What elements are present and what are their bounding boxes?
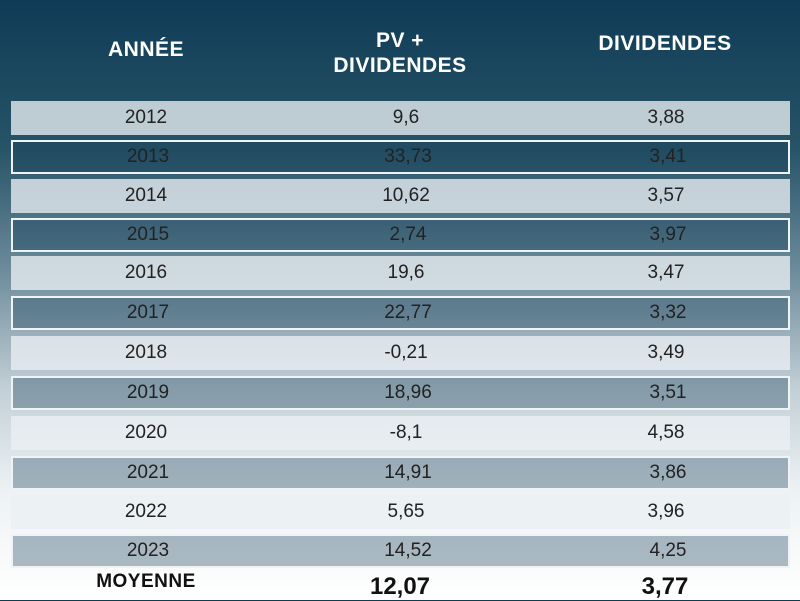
pv-dividends-cell: 19,6 [387,262,425,283]
header-year: ANNÉE [107,38,184,61]
pv-dividends-cell: 9,6 [392,107,420,128]
pv-dividends-cell: 18,96 [384,382,432,403]
table-row: 2016 19,6 3,47 [11,256,790,290]
dividends-cell: 3,97 [649,224,687,245]
header-pv-line1: PV + [375,29,425,52]
average-row: MOYENNE 12,07 3,77 [0,568,800,600]
dividends-cell: 3,57 [647,185,685,206]
header-pv-line2: DIVIDENDES [333,54,467,77]
average-pv-value: 12,07 [369,573,431,600]
year-cell: 2013 [126,146,170,167]
table-row: 2012 9,6 3,88 [11,101,790,135]
pv-dividends-cell: -0,21 [384,342,428,363]
year-cell: 2015 [126,224,170,245]
header-pv-dividends: PV + DIVIDENDES [300,28,500,78]
year-cell: 2012 [124,107,168,128]
year-cell: 2014 [124,185,168,206]
table-row: 2023 14,52 4,25 [11,534,790,568]
table-row: 2020 -8,1 4,58 [11,416,790,450]
table-row: 2018 -0,21 3,49 [11,336,790,370]
year-cell: 2018 [124,342,168,363]
table-row: 2021 14,91 3,86 [11,456,790,490]
pv-dividends-cell: 10,62 [382,185,430,206]
pv-dividends-cell: 33,73 [384,146,432,167]
dividends-cell: 3,88 [647,107,685,128]
table-row: 2022 5,65 3,96 [11,495,790,529]
header-dividends: DIVIDENDES [598,32,732,55]
dividends-cell: 4,25 [649,540,687,561]
year-cell: 2021 [126,462,170,483]
dividends-cell: 3,96 [647,501,685,522]
average-dividends-value: 3,77 [641,573,689,600]
average-label: MOYENNE [96,571,196,592]
year-cell: 2019 [126,382,170,403]
dividends-cell: 3,51 [649,382,687,403]
pv-dividends-cell: 14,91 [384,462,432,483]
pv-dividends-cell: 22,77 [384,302,432,323]
table-row: 2017 22,77 3,32 [11,296,790,330]
table-row: 2013 33,73 3,41 [11,140,790,174]
dividends-cell: 3,41 [649,146,687,167]
pv-dividends-cell: 5,65 [387,501,425,522]
dividends-cell: 3,32 [649,302,687,323]
dividends-cell: 3,47 [647,262,685,283]
year-cell: 2017 [126,302,170,323]
pv-dividends-cell: 2,74 [389,224,427,245]
pv-dividends-cell: -8,1 [389,422,423,443]
year-cell: 2020 [124,422,168,443]
year-cell: 2022 [124,501,168,522]
year-cell: 2016 [124,262,168,283]
year-cell: 2023 [126,540,170,561]
table-row: 2015 2,74 3,97 [11,218,790,252]
dividends-cell: 3,49 [647,342,685,363]
table-row: 2019 18,96 3,51 [11,376,790,410]
dividends-cell: 3,86 [649,462,687,483]
dividends-cell: 4,58 [647,422,685,443]
pv-dividends-cell: 14,52 [384,540,432,561]
table-row: 2014 10,62 3,57 [11,179,790,213]
